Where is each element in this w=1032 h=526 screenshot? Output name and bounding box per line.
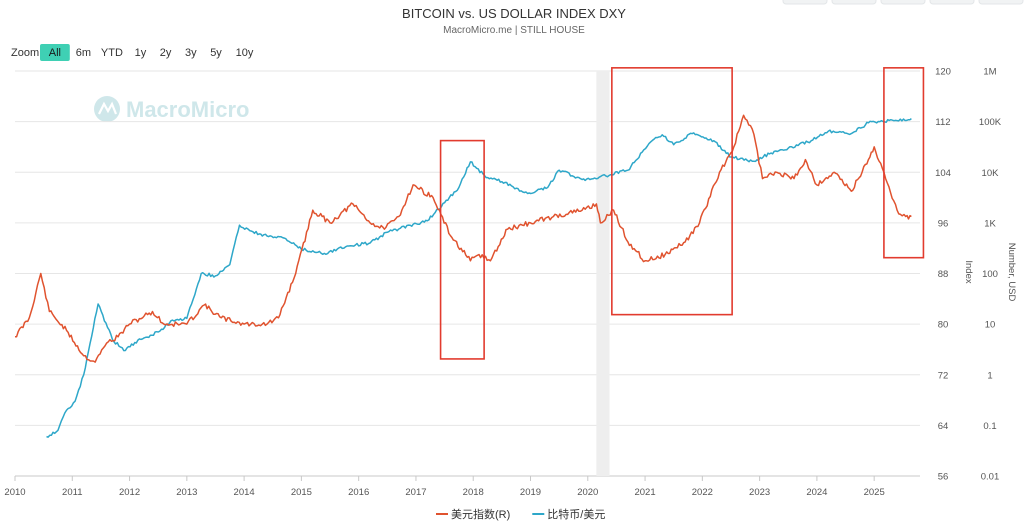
dxy-tick-label: 72 bbox=[938, 370, 949, 381]
legend-label: 比特币/美元 bbox=[547, 507, 605, 521]
dxy-series-line bbox=[14, 114, 912, 363]
zoom-button-10y[interactable]: 10y bbox=[236, 47, 254, 59]
btc-tick-label: 0.01 bbox=[981, 472, 1000, 483]
watermark-text: MacroMicro bbox=[126, 97, 249, 122]
legend: 美元指数(R) 比特币/美元 bbox=[436, 507, 605, 521]
legend-item[interactable]: 比特币/美元 bbox=[532, 507, 605, 521]
x-tick-label: 2015 bbox=[291, 487, 312, 498]
toolbar-button[interactable] bbox=[978, 0, 1024, 5]
dxy-tick-label: 80 bbox=[938, 320, 949, 331]
x-tick-label: 2025 bbox=[864, 487, 885, 498]
toolbar-button[interactable] bbox=[782, 0, 828, 5]
dxy-tick-label: 96 bbox=[938, 218, 949, 229]
x-axis: 2010 2011 2012 2013 2014 2015 2016 2017 2018 2019… bbox=[4, 476, 885, 498]
x-tick-label: 2011 bbox=[62, 487, 82, 498]
x-tick-label: 2022 bbox=[692, 487, 713, 498]
watermark: MacroMicro bbox=[94, 96, 249, 122]
series-group bbox=[14, 114, 912, 438]
toolbar-button[interactable] bbox=[831, 0, 877, 5]
x-tick-label: 2018 bbox=[463, 487, 484, 498]
x-tick-label: 2010 bbox=[4, 487, 25, 498]
zoom-button-all-bg[interactable] bbox=[40, 44, 70, 61]
chart-title: BITCOIN vs. US DOLLAR INDEX DXY bbox=[402, 6, 626, 21]
btc-axis: 0.01 0.1 1 10 100 1K 10K 100K 1M bbox=[979, 67, 1002, 483]
x-tick-label: 2014 bbox=[234, 487, 255, 498]
legend-label: 美元指数(R) bbox=[451, 507, 510, 521]
zoom-button-5y[interactable]: 5y bbox=[210, 47, 222, 59]
btc-axis-title: Number, USD bbox=[1006, 243, 1017, 302]
toolbar-button[interactable] bbox=[929, 0, 975, 5]
dxy-tick-label: 88 bbox=[938, 269, 949, 280]
highlight-box bbox=[439, 139, 485, 360]
btc-tick-label: 1K bbox=[984, 218, 996, 229]
dxy-tick-label: 56 bbox=[938, 472, 949, 483]
highlight-box bbox=[883, 67, 925, 259]
toolbar-button[interactable] bbox=[880, 0, 926, 5]
x-tick-label: 2019 bbox=[520, 487, 541, 498]
dxy-axis: 56 64 72 80 88 96 104 112 120 bbox=[935, 67, 951, 483]
zoom-button-2y[interactable]: 2y bbox=[160, 47, 172, 59]
zoom-button-ytd[interactable]: YTD bbox=[101, 47, 123, 59]
btc-tick-label: 10K bbox=[982, 168, 1000, 179]
zoom-button-3y[interactable]: 3y bbox=[185, 47, 197, 59]
shaded-band bbox=[596, 71, 610, 476]
x-tick-label: 2016 bbox=[348, 487, 369, 498]
dxy-tick-label: 120 bbox=[935, 67, 951, 78]
zoom-selector: Zoom All 6m YTD 1y 2y 3y 5y 10y bbox=[11, 44, 254, 61]
btc-tick-label: 100K bbox=[979, 117, 1002, 128]
zoom-button-6m[interactable]: 6m bbox=[76, 47, 91, 59]
zoom-button-1y[interactable]: 1y bbox=[135, 47, 147, 59]
recession-band bbox=[596, 71, 610, 476]
btc-tick-label: 0.1 bbox=[983, 421, 996, 432]
dxy-tick-label: 64 bbox=[938, 421, 949, 432]
btc-tick-label: 100 bbox=[982, 269, 998, 280]
btc-tick-label: 1M bbox=[983, 67, 996, 78]
btc-tick-label: 1 bbox=[987, 370, 992, 381]
btc-series-line bbox=[46, 117, 912, 438]
highlight-boxes bbox=[439, 67, 925, 360]
watermark-logo-mark bbox=[98, 101, 118, 115]
dxy-tick-label: 112 bbox=[935, 117, 950, 128]
dxy-tick-label: 104 bbox=[935, 168, 951, 179]
x-tick-label: 2020 bbox=[577, 487, 598, 498]
zoom-button-all[interactable]: All bbox=[49, 47, 61, 59]
x-tick-label: 2017 bbox=[405, 487, 426, 498]
x-tick-label: 2013 bbox=[176, 487, 197, 498]
x-tick-label: 2012 bbox=[119, 487, 140, 498]
grid bbox=[15, 70, 920, 477]
toolbar-buttons[interactable] bbox=[782, 0, 1024, 5]
dxy-axis-title: Index bbox=[963, 260, 974, 283]
btc-tick-label: 10 bbox=[985, 320, 996, 331]
chart-subtitle: MacroMicro.me | STILL HOUSE bbox=[443, 25, 585, 36]
highlight-box bbox=[611, 67, 733, 316]
x-tick-label: 2024 bbox=[806, 487, 827, 498]
legend-item[interactable]: 美元指数(R) bbox=[436, 507, 510, 521]
x-tick-label: 2021 bbox=[634, 487, 655, 498]
zoom-label: Zoom bbox=[11, 47, 39, 59]
x-tick-label: 2023 bbox=[749, 487, 770, 498]
